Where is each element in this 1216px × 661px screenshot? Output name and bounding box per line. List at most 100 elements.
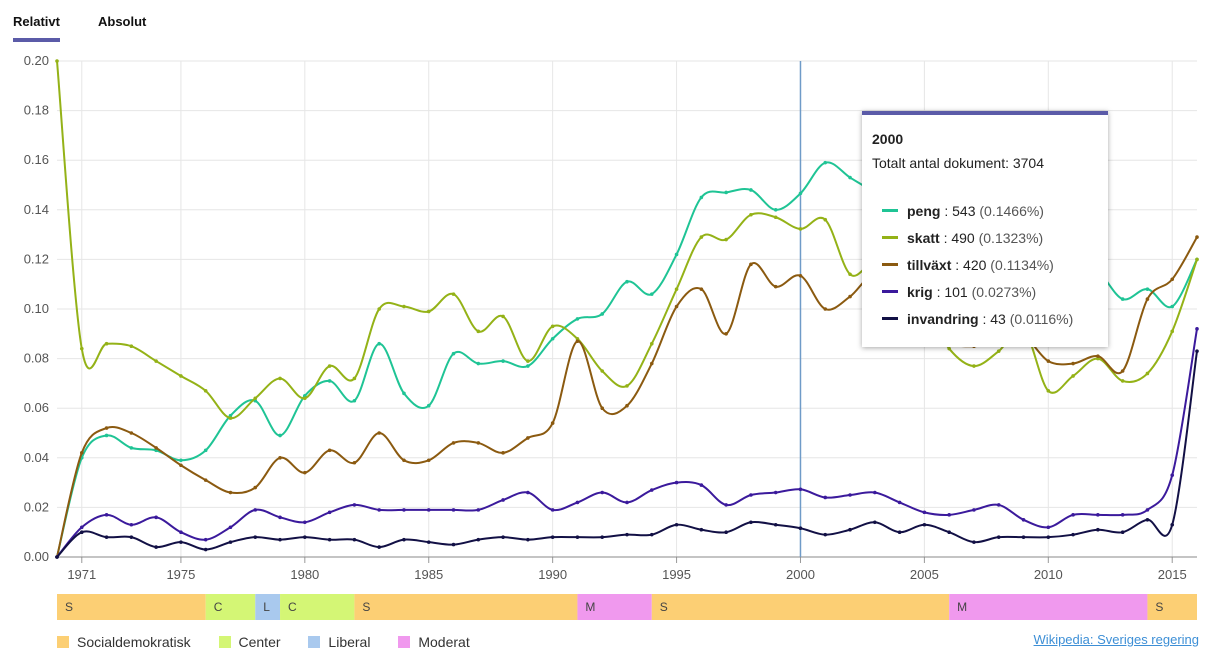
data-point-skatt[interactable] [303,396,307,401]
data-point-tillväxt[interactable] [699,287,704,291]
data-point-invandring[interactable] [1195,349,1199,353]
data-point-tillväxt[interactable] [1195,235,1199,239]
data-point-skatt[interactable] [600,369,605,373]
data-point-skatt[interactable] [996,349,1001,353]
data-point-tillväxt[interactable] [600,406,605,411]
data-point-skatt[interactable] [773,215,778,220]
data-point-krig[interactable] [600,490,605,495]
data-point-skatt[interactable] [1195,257,1199,262]
data-point-krig[interactable] [550,508,555,512]
data-point-skatt[interactable] [699,235,704,239]
data-point-peng[interactable] [823,160,828,165]
data-point-krig[interactable] [848,493,852,497]
data-point-krig[interactable] [501,498,505,502]
data-point-krig[interactable] [1096,513,1100,517]
data-point-krig[interactable] [625,500,629,505]
data-point-skatt[interactable] [1046,389,1051,393]
data-point-invandring[interactable] [327,537,332,542]
data-point-peng[interactable] [848,175,852,180]
data-point-krig[interactable] [897,500,902,505]
data-point-skatt[interactable] [55,59,59,63]
data-point-skatt[interactable] [79,346,84,351]
data-point-krig[interactable] [773,490,778,495]
data-point-peng[interactable] [327,379,332,383]
data-point-skatt[interactable] [1120,379,1125,383]
data-point-skatt[interactable] [1096,356,1100,361]
data-point-skatt[interactable] [154,359,158,363]
data-point-skatt[interactable] [129,344,134,349]
data-point-invandring[interactable] [823,532,828,537]
data-point-krig[interactable] [303,520,307,525]
data-point-peng[interactable] [104,433,109,438]
data-point-skatt[interactable] [625,384,629,388]
data-point-invandring[interactable] [922,522,927,527]
data-point-skatt[interactable] [798,227,803,231]
data-point-invandring[interactable] [179,540,183,544]
data-point-tillväxt[interactable] [526,436,530,440]
data-point-skatt[interactable] [228,416,233,420]
data-point-krig[interactable] [1046,525,1051,530]
data-point-invandring[interactable] [798,526,803,531]
data-point-krig[interactable] [104,513,109,517]
data-point-peng[interactable] [526,364,530,368]
data-point-invandring[interactable] [476,537,481,542]
data-point-krig[interactable] [327,510,332,515]
data-point-peng[interactable] [203,448,208,453]
data-point-tillväxt[interactable] [724,332,728,336]
data-point-krig[interactable] [154,515,158,520]
data-point-invandring[interactable] [848,527,852,532]
data-point-peng[interactable] [501,359,505,363]
data-point-invandring[interactable] [426,540,431,544]
data-point-krig[interactable] [352,503,357,507]
data-point-krig[interactable] [253,508,258,512]
data-point-peng[interactable] [575,317,580,321]
data-point-skatt[interactable] [1145,371,1150,376]
data-point-skatt[interactable] [179,374,183,378]
data-point-tillväxt[interactable] [550,421,555,425]
data-point-skatt[interactable] [649,341,654,346]
data-point-tillväxt[interactable] [1071,361,1075,366]
data-point-invandring[interactable] [228,540,233,544]
data-point-krig[interactable] [575,500,580,505]
data-point-krig[interactable] [278,515,282,520]
data-point-peng[interactable] [1170,304,1175,309]
data-point-tillväxt[interactable] [402,458,406,463]
data-point-skatt[interactable] [501,314,505,319]
data-point-krig[interactable] [426,508,431,512]
data-point-skatt[interactable] [947,346,951,351]
data-point-peng[interactable] [699,195,704,200]
data-point-peng[interactable] [724,190,728,195]
data-point-skatt[interactable] [848,272,852,277]
data-point-tillväxt[interactable] [203,478,208,482]
data-point-invandring[interactable] [749,520,753,525]
data-point-invandring[interactable] [55,555,59,559]
data-point-invandring[interactable] [352,537,357,542]
data-point-invandring[interactable] [625,532,629,537]
data-point-invandring[interactable] [402,537,406,542]
data-point-peng[interactable] [1145,287,1150,291]
data-point-peng[interactable] [649,292,654,296]
data-point-invandring[interactable] [873,520,877,525]
data-point-invandring[interactable] [1145,518,1150,522]
data-point-peng[interactable] [451,351,456,356]
data-point-peng[interactable] [798,191,803,196]
data-point-peng[interactable] [129,446,134,450]
data-point-krig[interactable] [129,522,134,527]
data-point-tillväxt[interactable] [278,456,282,460]
data-point-tillväxt[interactable] [823,307,828,311]
data-point-krig[interactable] [972,508,976,512]
data-point-krig[interactable] [1021,518,1026,522]
data-point-invandring[interactable] [501,535,505,539]
data-point-krig[interactable] [203,537,208,542]
data-point-skatt[interactable] [1170,329,1175,334]
data-point-krig[interactable] [1195,327,1199,331]
data-point-krig[interactable] [228,525,233,530]
data-point-skatt[interactable] [550,324,555,329]
data-point-peng[interactable] [179,458,183,463]
data-point-skatt[interactable] [203,389,208,393]
data-point-tillväxt[interactable] [1046,359,1051,363]
data-point-krig[interactable] [526,490,530,495]
data-point-tillväxt[interactable] [848,294,852,299]
data-point-peng[interactable] [377,341,381,346]
data-point-skatt[interactable] [451,292,456,296]
